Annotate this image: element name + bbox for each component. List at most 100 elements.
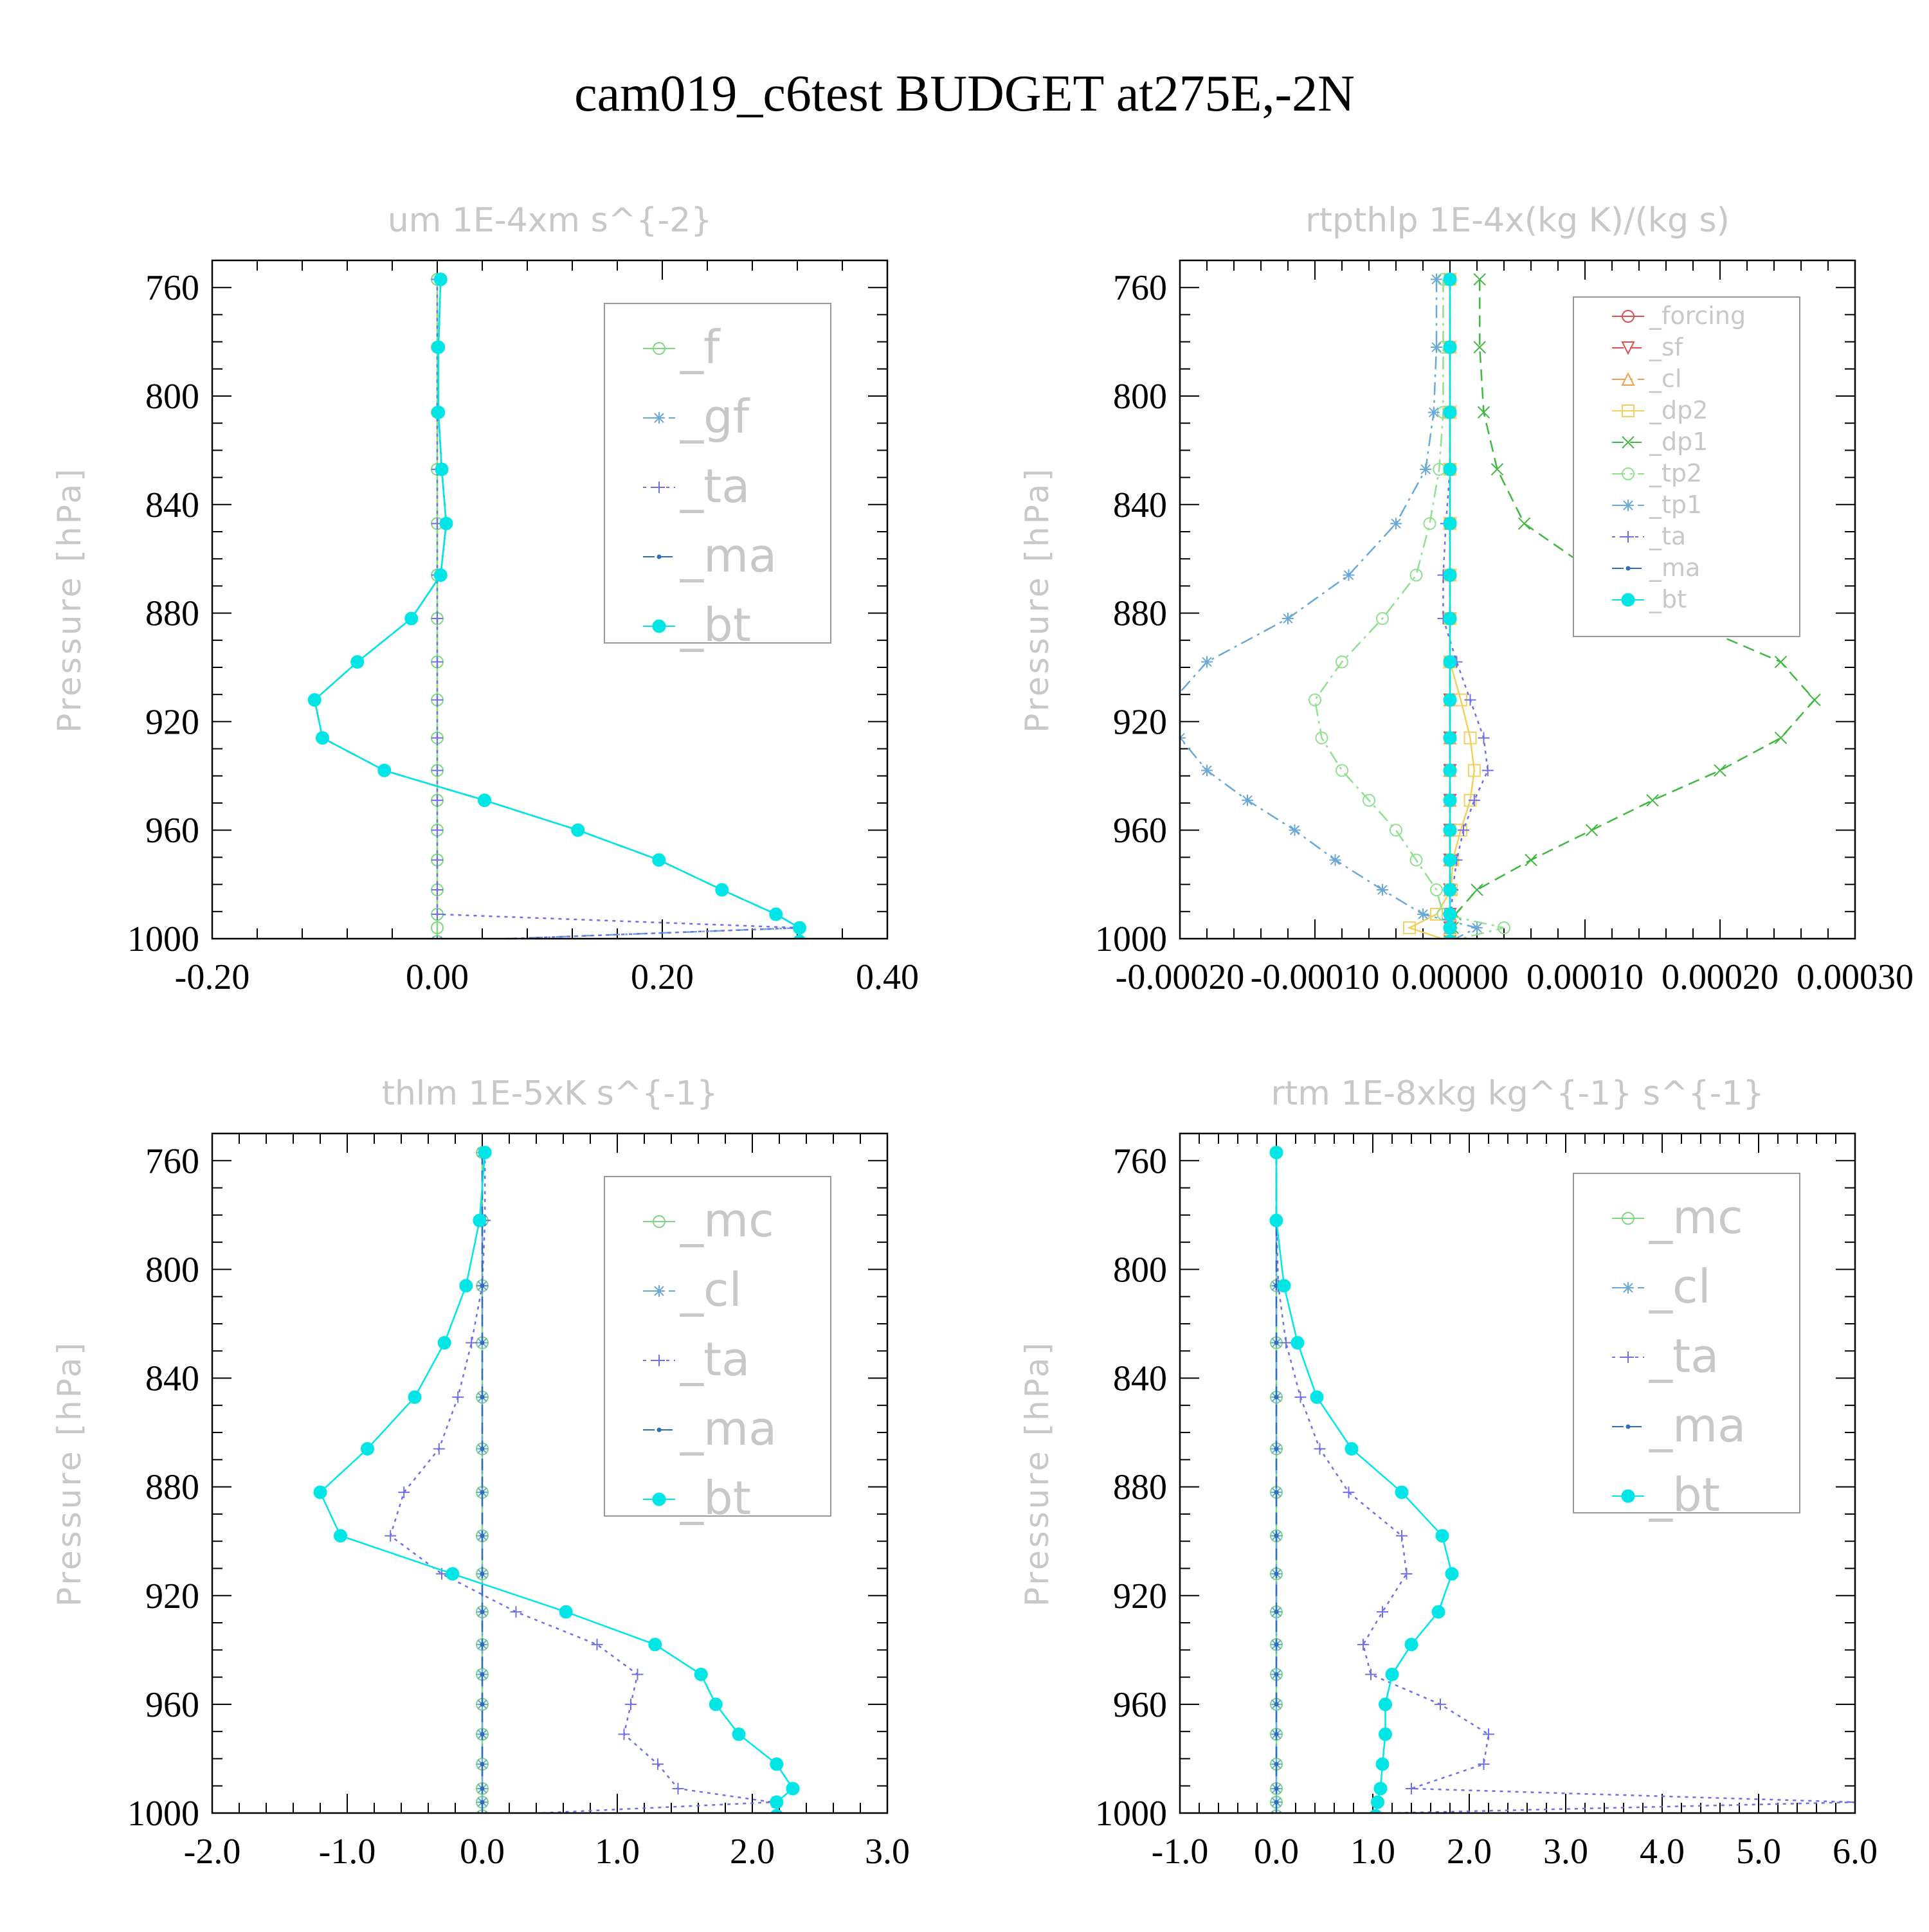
legend-item: _ta: [1612, 522, 1686, 550]
legend-marker: [1621, 341, 1635, 356]
data-point: [431, 613, 443, 625]
data-point: [1274, 1571, 1279, 1576]
data-point: [1774, 732, 1788, 745]
legend-box: [1573, 296, 1800, 637]
data-point: [1274, 1341, 1279, 1346]
legend-label: _bt: [1649, 1468, 1720, 1522]
data-point: [1774, 655, 1788, 669]
data-point: [652, 853, 666, 867]
data-point: [1274, 1642, 1279, 1647]
data-point: [1280, 1337, 1292, 1349]
legend-marker: [1622, 404, 1635, 417]
data-point: [1490, 463, 1504, 476]
data-point: [770, 1795, 784, 1809]
data-point: [1376, 612, 1389, 626]
data-point: [1274, 1786, 1279, 1791]
series-line: [436, 279, 800, 939]
x-tick-label: 0.40: [856, 957, 919, 997]
legend-marker: [1622, 531, 1634, 543]
data-point: [1448, 939, 1453, 944]
series-line: [1407, 279, 1476, 939]
data-point: [1646, 794, 1659, 807]
legend-item: _ma: [1612, 554, 1700, 582]
data-point: [1481, 764, 1494, 777]
x-tick-label: 0.00000: [1391, 957, 1508, 997]
legend-marker: [1622, 500, 1634, 511]
series-dp2: [1403, 273, 1481, 939]
data-point: [1379, 1697, 1392, 1711]
panel-title: thlm 1E-5xK s^{-1}: [382, 1074, 718, 1113]
data-point: [1585, 824, 1598, 836]
y-tick-label: 960: [145, 811, 199, 851]
data-point: [437, 1336, 451, 1350]
data-point: [1443, 731, 1457, 745]
legend-item: _dp2: [1612, 396, 1708, 424]
data-point: [478, 1146, 492, 1160]
data-point: [769, 907, 783, 921]
legend-label: _forcing: [1649, 302, 1746, 330]
data-point: [625, 1698, 637, 1710]
data-point: [439, 516, 453, 530]
data-point: [1406, 1782, 1417, 1794]
legend-item: _sf: [1612, 333, 1684, 361]
y-tick-label: 960: [145, 1685, 199, 1725]
y-tick-label: 1000: [127, 1794, 199, 1834]
legend-item: _mc: [1612, 1190, 1743, 1244]
data-point: [1315, 731, 1328, 745]
x-tick-label: 0.00030: [1797, 957, 1914, 997]
data-point: [361, 1441, 374, 1456]
data-point: [431, 824, 443, 836]
data-point: [1431, 341, 1442, 354]
series-ma: [1274, 1150, 1279, 1813]
x-tick-label: 1.0: [595, 1832, 640, 1872]
legend-label: _tp2: [1649, 459, 1702, 487]
legend-item: _gf: [643, 390, 750, 444]
data-point: [313, 1485, 327, 1499]
data-point: [1443, 405, 1457, 419]
y-tick-label: 760: [145, 1141, 199, 1181]
data-point: [1274, 1446, 1279, 1451]
y-tick-label: 760: [145, 268, 199, 308]
x-tick-label: 1.0: [1350, 1832, 1395, 1872]
data-point: [408, 1390, 422, 1404]
y-tick-label: 960: [1113, 1685, 1167, 1725]
legend-item: _tp1: [1612, 491, 1702, 519]
x-tick-label: -0.00020: [1116, 957, 1245, 997]
legend-label: _mc: [1649, 1190, 1743, 1244]
legend: _mc _cl _ta _ma _bt: [604, 1176, 831, 1525]
legend-item: _dp1: [1612, 428, 1708, 456]
y-tick-label: 880: [145, 594, 199, 634]
data-point: [316, 731, 329, 745]
data-point: [480, 1814, 485, 1818]
data-point: [652, 1758, 664, 1770]
data-point: [1390, 824, 1402, 837]
data-point: [452, 1391, 464, 1404]
legend-label: _sf: [1649, 333, 1684, 361]
data-point: [1458, 824, 1469, 836]
data-point: [1473, 341, 1486, 354]
legend-label: _cl: [680, 1263, 742, 1317]
data-point: [1443, 853, 1457, 867]
data-point: [1377, 1606, 1388, 1618]
legend-marker: [1621, 1489, 1635, 1503]
data-point: [431, 921, 444, 935]
data-point: [1430, 883, 1443, 897]
data-point: [1443, 823, 1457, 837]
y-tick-label: 880: [145, 1468, 199, 1508]
data-point: [431, 732, 443, 744]
data-point: [1467, 764, 1481, 777]
plot-area: [313, 1146, 800, 1818]
y-axis-label: Pressure [hPa]: [51, 1340, 88, 1607]
data-point: [1443, 793, 1457, 808]
data-point: [694, 1667, 708, 1681]
data-point: [1289, 824, 1301, 836]
y-tick-label: 800: [145, 377, 199, 417]
y-tick-label: 840: [145, 485, 199, 525]
data-point: [431, 794, 443, 806]
data-point: [1274, 1702, 1279, 1707]
y-tick-label: 920: [1113, 1576, 1167, 1616]
data-point: [1445, 1567, 1459, 1581]
data-point: [478, 793, 491, 808]
legend-item: _ma: [643, 1402, 777, 1456]
data-point: [1443, 516, 1457, 530]
